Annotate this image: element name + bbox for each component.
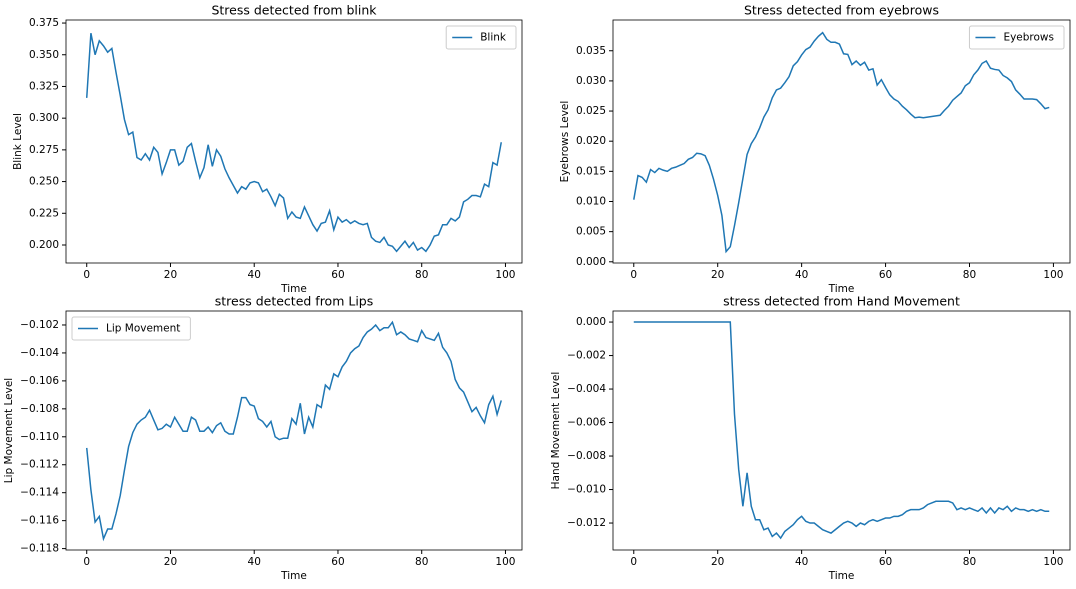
y-tick-label: 0.200: [29, 239, 59, 251]
x-tick-label: 60: [879, 269, 892, 281]
y-tick-label: −0.114: [20, 487, 59, 499]
x-tick-label: 0: [630, 269, 637, 281]
x-tick-label: 0: [630, 556, 637, 568]
y-tick-label: 0.015: [576, 165, 606, 177]
y-tick-label: −0.012: [567, 517, 606, 529]
legend: Lip Movement: [71, 316, 191, 341]
chart-title: stress detected from Lips: [215, 294, 374, 309]
legend: Blink: [445, 25, 517, 50]
y-tick-label: 0.010: [576, 195, 606, 207]
y-tick-label: 0.000: [576, 316, 606, 328]
x-tick-label: 60: [331, 556, 344, 568]
chart-title: stress detected from Hand Movement: [723, 294, 960, 309]
x-tick-label: 80: [415, 556, 428, 568]
y-tick-label: 0.025: [576, 105, 606, 117]
line-series: [85, 320, 502, 542]
x-axis-label: Time: [280, 283, 307, 295]
x-tick-label: 0: [83, 556, 90, 568]
x-tick-label: 20: [711, 556, 724, 568]
x-axis-label: Time: [280, 570, 307, 582]
y-tick-label: −0.110: [20, 431, 59, 443]
x-axis-label: Time: [828, 570, 855, 582]
x-tick-label: 100: [1043, 269, 1063, 281]
x-tick-label: 40: [248, 556, 261, 568]
y-tick-label: 0.005: [576, 226, 606, 238]
y-tick-label: −0.118: [20, 543, 59, 555]
legend-label: Blink: [480, 32, 507, 44]
legend-label: Lip Movement: [106, 323, 180, 335]
y-tick-label: −0.116: [20, 515, 59, 527]
y-tick-label: 0.225: [29, 207, 59, 219]
x-tick-label: 40: [795, 269, 808, 281]
plot-frame: [65, 310, 523, 551]
y-tick-label: 0.020: [576, 135, 606, 147]
x-tick-label: 20: [711, 269, 724, 281]
y-axis-label: Eyebrows Level: [559, 101, 571, 183]
y-tick-label: 0.275: [29, 144, 59, 156]
y-tick-label: −0.002: [567, 350, 606, 362]
x-tick-label: 100: [495, 269, 515, 281]
y-tick-label: 0.035: [576, 45, 606, 57]
y-tick-label: −0.004: [567, 383, 606, 395]
x-tick-label: 20: [164, 556, 177, 568]
x-tick-label: 0: [83, 269, 90, 281]
y-tick-label: 0.030: [576, 75, 606, 87]
y-tick-label: 0.250: [29, 176, 59, 188]
x-tick-label: 100: [1043, 556, 1063, 568]
y-tick-label: 0.375: [29, 17, 59, 29]
legend-frame: [445, 25, 517, 50]
y-axis-label: Lip Movement Level: [3, 378, 15, 483]
legend-frame: [968, 25, 1065, 50]
x-tick-label: 60: [331, 269, 344, 281]
legend-frame: [71, 316, 191, 341]
y-tick-label: −0.006: [567, 417, 606, 429]
y-tick-label: 0.350: [29, 49, 59, 61]
y-tick-label: 0.000: [576, 256, 606, 268]
y-tick-label: −0.106: [20, 375, 59, 387]
plot-frame: [65, 19, 523, 264]
line-series: [633, 321, 1050, 540]
plot-frame: [612, 19, 1071, 264]
y-tick-label: −0.108: [20, 403, 59, 415]
y-axis-label: Hand Movement Level: [550, 372, 562, 490]
x-axis-label: Time: [828, 283, 855, 295]
y-tick-label: −0.010: [567, 484, 606, 496]
y-tick-label: −0.112: [20, 459, 59, 471]
x-tick-label: 60: [879, 556, 892, 568]
y-axis-label: Blink Level: [12, 113, 24, 170]
x-tick-label: 40: [795, 556, 808, 568]
line-series: [633, 31, 1050, 254]
x-tick-label: 100: [495, 556, 515, 568]
chart-title: Stress detected from blink: [211, 3, 377, 18]
x-tick-label: 80: [963, 556, 976, 568]
y-tick-label: 0.325: [29, 80, 59, 92]
plot-frame: [612, 310, 1071, 551]
y-tick-label: −0.008: [567, 450, 606, 462]
legend: Eyebrows: [968, 25, 1065, 50]
y-tick-label: −0.102: [20, 319, 59, 331]
chart-title: Stress detected from eyebrows: [744, 3, 939, 18]
x-tick-label: 80: [415, 269, 428, 281]
x-tick-label: 40: [248, 269, 261, 281]
legend-label: Eyebrows: [1003, 32, 1054, 44]
y-tick-label: 0.300: [29, 112, 59, 124]
y-tick-label: −0.104: [20, 347, 59, 359]
x-tick-label: 20: [164, 269, 177, 281]
line-series: [85, 33, 503, 253]
x-tick-label: 80: [963, 269, 976, 281]
